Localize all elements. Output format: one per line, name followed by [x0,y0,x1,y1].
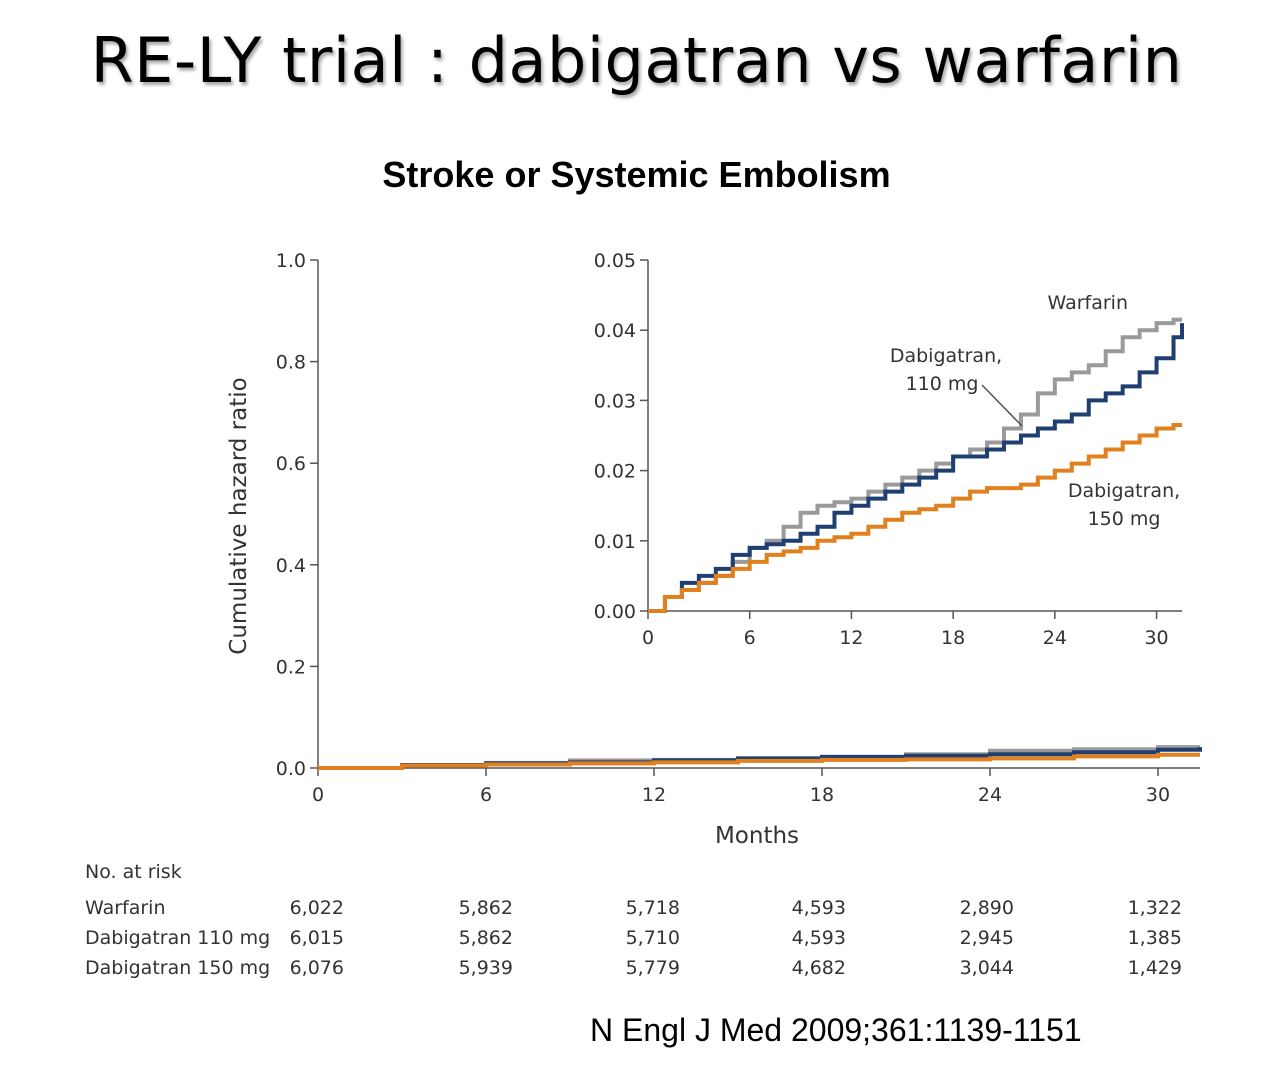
risk-cell: 6,022 [290,897,344,919]
main-chart-panel: 0.0 0.2 0.4 0.6 0.8 1.0 0 6 12 18 24 30 Months Cumula… [226,250,1202,849]
citation: N Engl J Med 2009;361:1139-1151 [590,1012,1082,1048]
slide-subtitle: Stroke or Systemic Embolism [382,154,891,195]
risk-cell: 3,044 [960,957,1014,979]
main-y-tick-label: 0.4 [276,555,306,577]
inset-y-tick-label: 0.02 [594,461,636,483]
inset-x-tick-label: 24 [1043,627,1067,649]
risk-cell: 2,890 [960,897,1014,919]
inset-y-tick-label: 0.01 [594,531,636,553]
main-x-tick-label: 0 [312,784,324,806]
risk-table: No. at risk Warfarin 6,022 5,862 5,718 4,593 2… [85,861,1182,979]
risk-cell: 1,385 [1128,927,1182,949]
main-x-tick-label: 6 [480,784,492,806]
risk-cell: 1,322 [1128,897,1182,919]
dabigatran-150-annotation-line2: 150 mg [1088,508,1161,530]
main-x-tick-label: 12 [642,784,666,806]
inset-x-tick-label: 30 [1144,627,1168,649]
inset-y-tick-label: 0.05 [594,250,636,272]
slide-title: RE-LY trial : dabigatran vs warfarin [90,24,1183,97]
main-x-tick-label: 30 [1146,784,1170,806]
main-y-tick-label: 0.2 [276,656,306,678]
risk-table-header: No. at risk [85,861,182,883]
inset-series-dabigatran-110-mg [648,323,1184,613]
dabigatran-110-annotation-line1: Dabigatran, [890,345,1002,367]
y-axis-title: Cumulative hazard ratio [226,377,252,654]
inset-series-dabigatran-150-mg [648,422,1182,613]
risk-cell: 4,682 [792,957,846,979]
inset-x-tick-label: 0 [642,627,654,649]
main-y-tick-label: 0.0 [276,758,306,780]
risk-cell: 6,015 [290,927,344,949]
risk-cell: 5,710 [626,927,680,949]
risk-cell: 5,718 [626,897,680,919]
risk-row-label: Warfarin [85,897,166,919]
main-y-tick-label: 0.8 [276,352,306,374]
risk-cell: 5,862 [459,897,513,919]
main-y-tick-label: 0.6 [276,453,306,475]
x-axis-title: Months [715,823,799,849]
risk-cell: 6,076 [290,957,344,979]
dabigatran-150-annotation-line1: Dabigatran, [1068,480,1180,502]
dabigatran-110-leader-line [981,384,1023,427]
inset-y-tick-label: 0.04 [594,320,636,342]
inset-chart-panel: 0.00 0.01 0.02 0.03 0.04 0.05 0 6 12 18 24 30 Warfar… [594,250,1184,649]
main-x-tick-label: 18 [810,784,834,806]
warfarin-annotation: Warfarin [1048,292,1129,314]
risk-cell: 5,862 [459,927,513,949]
inset-series-warfarin [648,317,1182,613]
inset-x-tick-label: 18 [941,627,965,649]
risk-cell: 5,939 [459,957,513,979]
inset-y-tick-label: 0.03 [594,390,636,412]
risk-cell: 4,593 [792,897,846,919]
inset-x-tick-label: 6 [744,627,756,649]
risk-cell: 4,593 [792,927,846,949]
risk-cell: 1,429 [1128,957,1182,979]
risk-cell: 2,945 [960,927,1014,949]
risk-row-label: Dabigatran 150 mg [85,957,270,979]
inset-x-tick-label: 12 [839,627,863,649]
main-y-tick-label: 1.0 [276,250,306,272]
risk-row-label: Dabigatran 110 mg [85,927,270,949]
main-x-tick-label: 24 [978,784,1002,806]
dabigatran-110-annotation-line2: 110 mg [906,373,979,395]
inset-y-tick-label: 0.00 [594,601,636,623]
risk-cell: 5,779 [626,957,680,979]
main-series-dabigatran-150-mg [318,752,1200,770]
